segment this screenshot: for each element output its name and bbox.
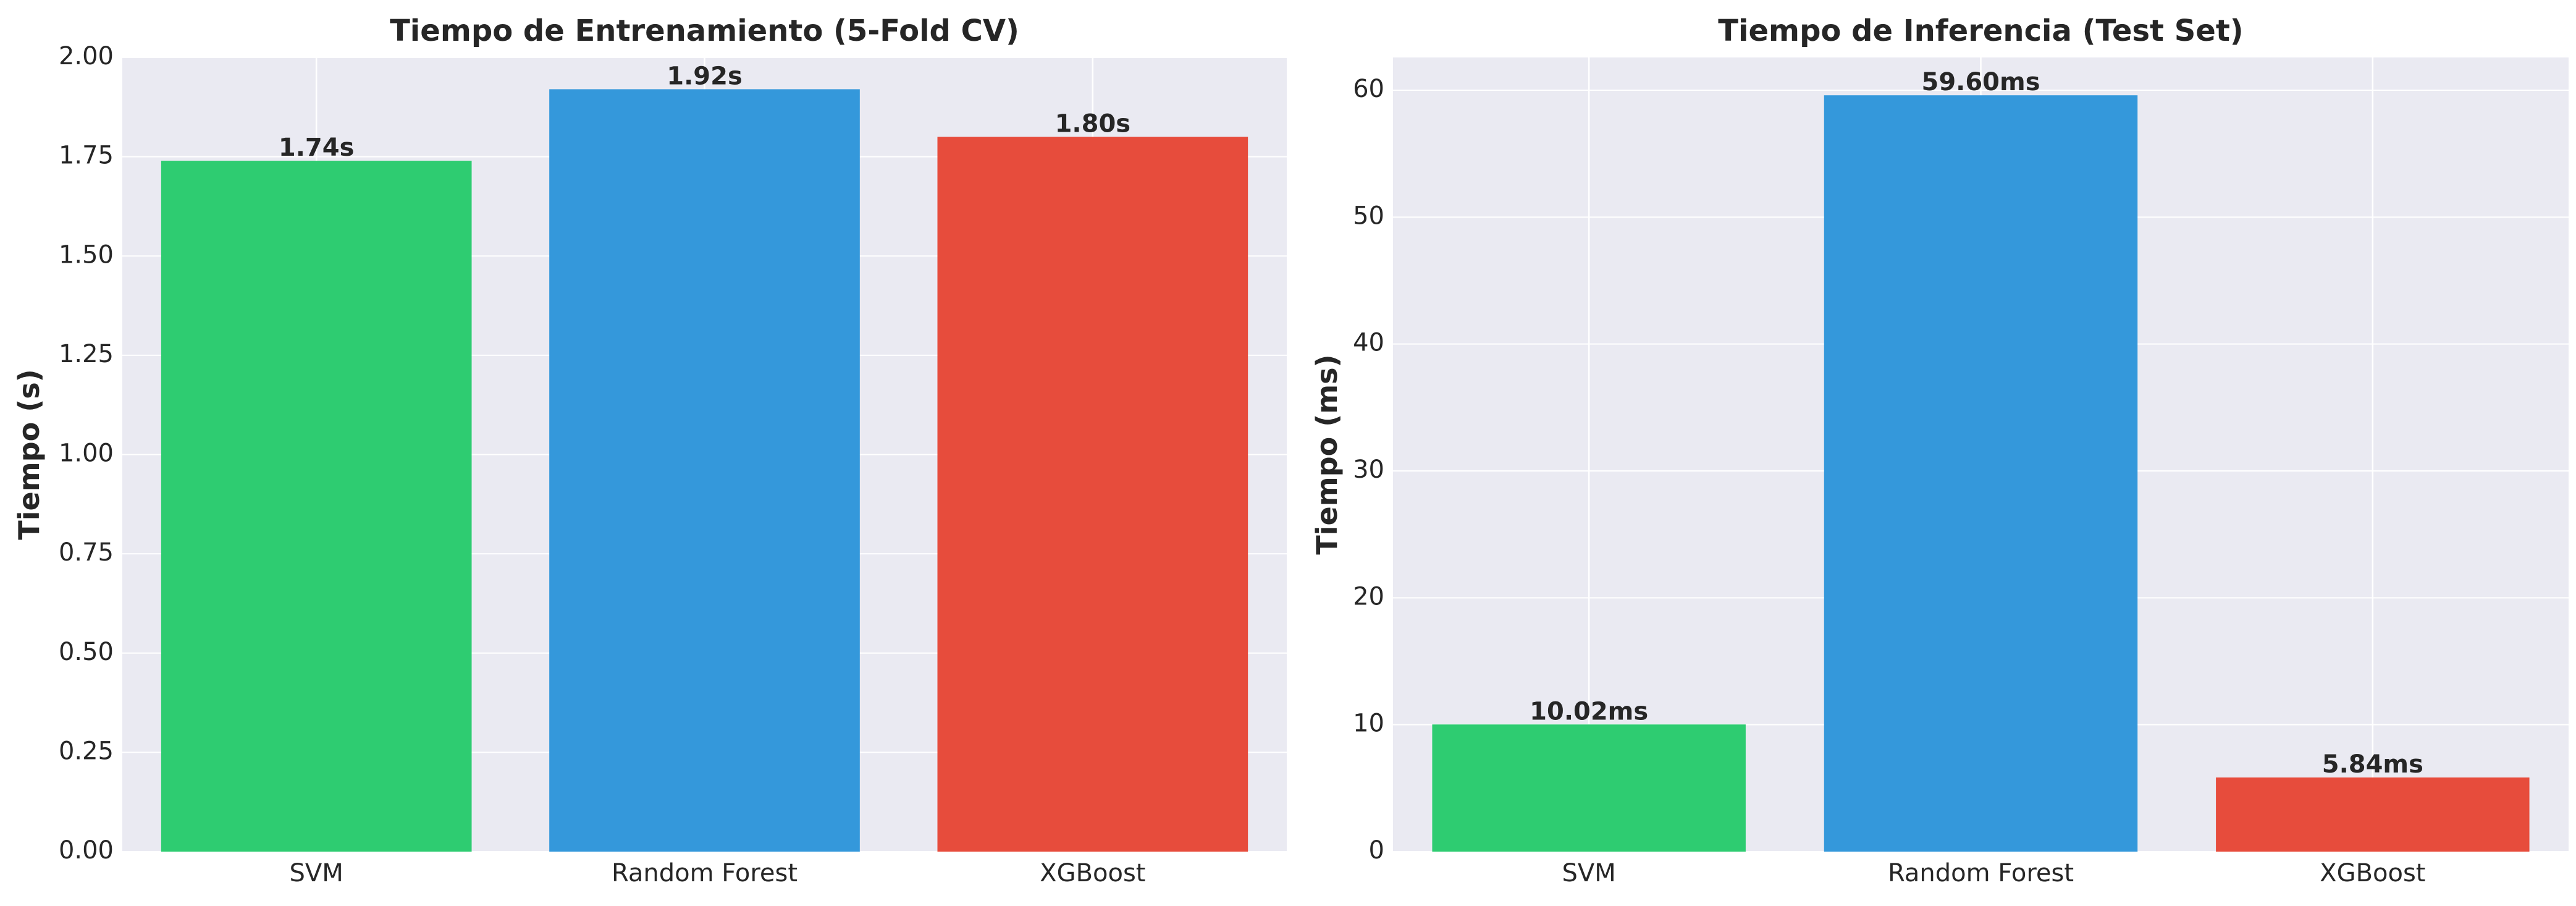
chart-1: 0.00 0.25 0.50 0.75 1.00 1.25 1.50 1.75 2.00 1.74… [12, 14, 1287, 887]
data-label: 1.80s [1055, 110, 1131, 138]
y-tick-label: 50 [1353, 201, 1384, 230]
data-label: 1.92s [667, 62, 743, 90]
data-label: 1.74s [279, 133, 355, 162]
y-tick-label: 1.25 [59, 340, 114, 368]
data-label: 59.60ms [1921, 68, 2040, 96]
data-label: 10.02ms [1530, 697, 1648, 726]
y-tick-label: 30 [1353, 455, 1384, 484]
chart-2: 0 10 20 30 40 50 60 10.02ms 59.60ms 5.84ms SVM Rand… [1310, 14, 2569, 887]
y-tick-label: 60 [1353, 75, 1384, 103]
y-tick-label: 1.75 [59, 142, 114, 170]
y-tick-label: 40 [1353, 329, 1384, 357]
y-axis-label: Tiempo (s) [12, 369, 46, 540]
chart-title: Tiempo de Entrenamiento (5-Fold CV) [390, 14, 1019, 48]
data-label: 5.84ms [2322, 750, 2423, 779]
y-tick-label: 0 [1369, 836, 1384, 865]
x-tick-label: Random Forest [1888, 859, 2074, 887]
x-tick-label: SVM [290, 859, 343, 887]
x-tick-label: SVM [1562, 859, 1616, 887]
y-tick-label: 0.25 [59, 737, 114, 765]
x-tick-label: XGBoost [2320, 859, 2425, 887]
y-tick-label: 2.00 [59, 42, 114, 70]
bar-random-forest [549, 89, 860, 852]
bar-xgboost [937, 137, 1248, 852]
y-tick-label: 0.50 [59, 638, 114, 666]
bar-svm [1432, 724, 1746, 852]
y-tick-label: 1.50 [59, 240, 114, 269]
bar-random-forest [1824, 95, 2138, 852]
x-tick-label: XGBoost [1040, 859, 1145, 887]
bar-xgboost [2216, 777, 2530, 852]
y-tick-label: 1.00 [59, 439, 114, 468]
y-tick-label: 0.00 [59, 836, 114, 865]
y-axis-label: Tiempo (ms) [1310, 354, 1344, 554]
chart-title: Tiempo de Inferencia (Test Set) [1718, 14, 2243, 48]
x-tick-label: Random Forest [612, 859, 798, 887]
bar-svm [161, 161, 472, 852]
y-tick-label: 10 [1353, 709, 1384, 738]
y-tick-label: 20 [1353, 582, 1384, 611]
y-tick-label: 0.75 [59, 538, 114, 567]
